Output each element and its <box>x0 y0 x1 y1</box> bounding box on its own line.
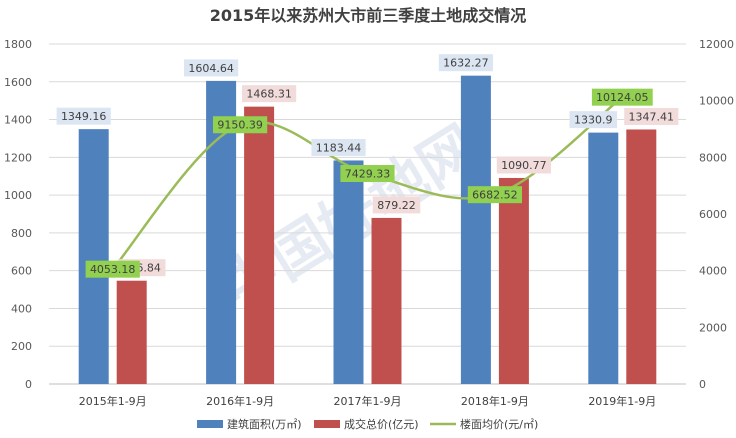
data-label-area: 1632.27 <box>443 57 489 70</box>
data-label-area-bg <box>56 107 111 125</box>
x-tick-label: 2019年1-9月 <box>588 394 656 408</box>
bar-total-price <box>626 129 657 384</box>
y-right-tick-label: 0 <box>699 378 706 391</box>
y-right-tick-label: 10000 <box>699 95 734 108</box>
y-right-tick-label: 4000 <box>699 265 727 278</box>
bar-area <box>78 129 109 384</box>
data-label-avg-price: 7429.33 <box>345 168 391 181</box>
x-tick-label: 2016年1-9月 <box>206 394 274 408</box>
bar-area <box>588 132 619 384</box>
y-left-tick-label: 400 <box>11 302 32 315</box>
data-label-area: 1183.44 <box>316 141 362 154</box>
data-label-avg-price-bg <box>340 165 395 183</box>
data-label-area: 1604.64 <box>188 62 234 75</box>
y-right-tick-label: 8000 <box>699 151 727 164</box>
bar-area <box>333 160 364 384</box>
y-left-tick-label: 1800 <box>4 38 32 51</box>
data-label-total-price: 1347.41 <box>629 110 675 123</box>
data-label-avg-price-bg <box>85 260 140 278</box>
legend-swatch <box>314 420 340 428</box>
bar-total-price <box>498 177 529 384</box>
data-label-area-bg <box>311 138 366 156</box>
legend-swatch <box>197 420 223 428</box>
x-tick-label: 2018年1-9月 <box>461 394 529 408</box>
bar-area <box>460 75 491 384</box>
chart-title: 2015年以来苏州大市前三季度土地成交情况 <box>210 6 527 25</box>
bar-total-price <box>244 106 275 384</box>
x-tick-label: 2017年1-9月 <box>334 394 402 408</box>
data-label-avg-price-bg <box>467 186 522 204</box>
y-left-tick-label: 1200 <box>4 151 32 164</box>
data-label-avg-price-bg <box>591 88 653 106</box>
data-label-area-bg <box>438 54 493 72</box>
data-label-area: 1349.16 <box>61 110 107 123</box>
data-label-avg-price-bg <box>213 116 268 134</box>
data-label-total-price-bg <box>242 85 297 103</box>
y-left-tick-label: 800 <box>11 227 32 240</box>
legend-entry: 楼面均价(元/㎡) <box>460 417 538 431</box>
y-right-tick-label: 6000 <box>699 208 727 221</box>
y-left-tick-label: 0 <box>25 378 32 391</box>
x-tick-label: 2015年1-9月 <box>79 394 147 408</box>
data-label-area-bg <box>569 111 618 129</box>
data-label-total-price-bg <box>372 196 421 214</box>
bar-total-price <box>371 217 402 384</box>
y-left-tick-label: 1400 <box>4 114 32 127</box>
data-label-total-price: 879.22 <box>377 199 416 212</box>
data-label-total-price-bg <box>624 107 679 125</box>
data-label-area: 1330.9 <box>574 114 613 127</box>
y-left-tick-label: 600 <box>11 265 32 278</box>
data-label-total-price: 1090.77 <box>501 159 547 172</box>
data-label-avg-price: 10124.05 <box>596 91 649 104</box>
data-label-total-price-bg <box>496 156 551 174</box>
data-label-area-bg <box>184 59 239 77</box>
y-left-tick-label: 1600 <box>4 76 32 89</box>
y-right-tick-label: 12000 <box>699 38 734 51</box>
legend-entry: 建筑面积(万㎡) <box>227 417 302 431</box>
data-label-avg-price: 9150.39 <box>217 119 263 132</box>
data-label-total-price: 1468.31 <box>246 88 292 101</box>
y-right-tick-label: 2000 <box>699 321 727 334</box>
y-left-tick-label: 200 <box>11 340 32 353</box>
legend-entry: 成交总价(亿元) <box>344 417 419 431</box>
bar-total-price <box>116 280 147 384</box>
data-label-avg-price: 4053.18 <box>90 263 136 276</box>
y-left-tick-label: 1000 <box>4 189 32 202</box>
data-label-avg-price: 6682.52 <box>472 189 518 202</box>
